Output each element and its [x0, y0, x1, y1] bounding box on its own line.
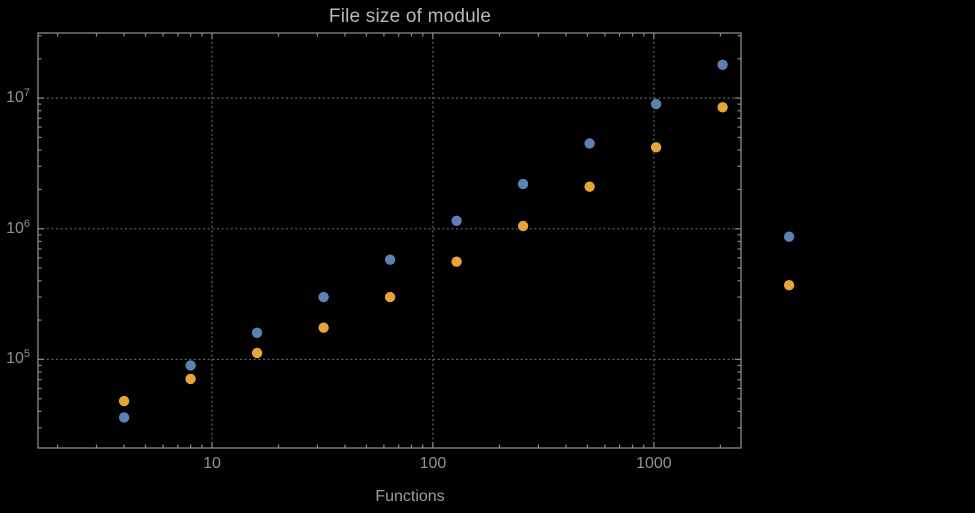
data-point-blue — [783, 231, 795, 242]
data-point-orange — [185, 373, 196, 385]
data-point-orange — [118, 395, 130, 407]
data-point-blue — [517, 178, 529, 190]
data-point-blue — [318, 291, 329, 303]
x-axis-label: Functions — [375, 488, 445, 505]
y-tick-label: 105 — [6, 348, 30, 368]
data-point-orange — [650, 142, 662, 153]
data-point-blue — [451, 215, 462, 226]
chart-title: File size of module — [328, 6, 492, 27]
data-point-blue — [384, 254, 396, 265]
plot-frame — [37, 32, 742, 449]
x-tick-label: 1000 — [636, 455, 672, 472]
y-tick-label: 107 — [6, 86, 30, 107]
data-point-blue — [118, 412, 130, 423]
data-point-orange — [318, 322, 329, 333]
data-point-orange — [717, 102, 728, 113]
y-tick-label: 106 — [6, 217, 30, 237]
data-point-orange — [451, 256, 462, 267]
data-point-orange — [517, 220, 529, 232]
data-point-orange — [783, 280, 795, 291]
data-point-orange — [384, 291, 396, 303]
data-point-orange — [251, 347, 263, 359]
data-point-orange — [584, 181, 595, 192]
x-tick-label: 10 — [203, 455, 221, 472]
data-point-blue — [650, 98, 662, 110]
data-point-blue — [185, 360, 196, 371]
x-tick-label: 100 — [419, 455, 447, 472]
data-point-blue — [584, 138, 595, 149]
data-point-blue — [251, 327, 263, 338]
data-point-blue — [717, 59, 728, 70]
